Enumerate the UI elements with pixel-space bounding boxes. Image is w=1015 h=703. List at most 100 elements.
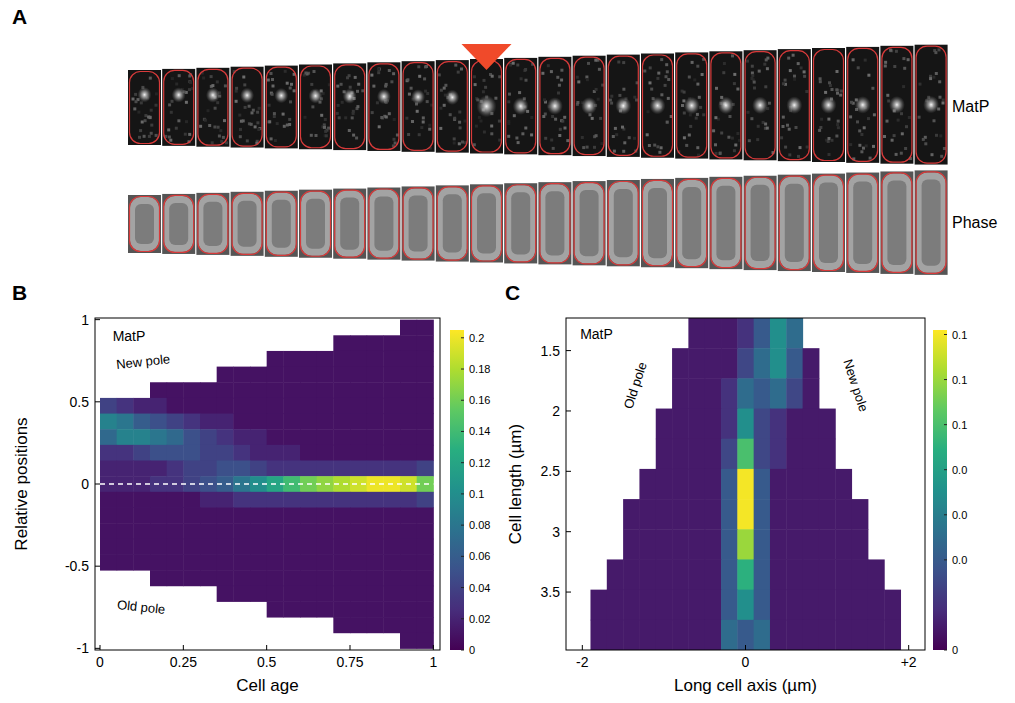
- heatmap-cell: [217, 398, 234, 414]
- noise-pixel: [702, 113, 705, 116]
- heatmap-cell: [133, 523, 150, 539]
- heatmap-cell: [300, 523, 317, 539]
- heatmap-cell: [721, 620, 738, 650]
- heatmap-cell: [250, 429, 267, 445]
- phase-frame: [538, 182, 571, 264]
- heatmap-cell: [688, 559, 705, 590]
- heatmap-cell: [770, 409, 787, 440]
- noise-pixel: [512, 62, 515, 65]
- heatmap-cell: [117, 429, 134, 445]
- colorbar-tick: [944, 650, 947, 651]
- noise-pixel: [188, 88, 191, 91]
- noise-pixel: [723, 62, 726, 65]
- heatmap-cell: [786, 499, 803, 530]
- heatmap-cell: [721, 439, 738, 470]
- noise-pixel: [648, 144, 651, 147]
- y-tick-label: -0.5: [65, 558, 89, 574]
- noise-pixel: [324, 118, 327, 121]
- heatmap-cell: [117, 492, 134, 508]
- noise-pixel: [850, 101, 853, 104]
- noise-pixel: [683, 91, 686, 94]
- cell-outline: [608, 182, 638, 265]
- noise-pixel: [222, 136, 225, 139]
- frame-background: [880, 171, 913, 273]
- colorbar-tick: [944, 424, 947, 425]
- noise-pixel: [897, 119, 900, 122]
- heatmap-cell: [705, 499, 722, 530]
- heatmap-cell: [267, 429, 284, 445]
- noise-pixel: [656, 77, 659, 80]
- cell-body: [677, 180, 706, 266]
- noise-pixel: [837, 126, 840, 129]
- heatmap-cell: [770, 559, 787, 590]
- matp-frame: [231, 67, 264, 148]
- noise-pixel: [239, 128, 242, 131]
- noise-pixel: [599, 117, 602, 120]
- heatmap-cell: [770, 318, 787, 349]
- noise-pixel: [420, 126, 423, 129]
- heatmap-cell: [656, 529, 673, 560]
- noise-pixel: [484, 86, 487, 89]
- heatmap-cell: [623, 499, 640, 530]
- noise-pixel: [824, 91, 827, 94]
- noise-pixel: [457, 71, 460, 74]
- noise-pixel: [188, 80, 191, 83]
- cell-outline: [266, 192, 296, 255]
- heatmap-cell: [133, 539, 150, 555]
- noise-pixel: [370, 74, 373, 77]
- noise-pixel: [175, 83, 178, 86]
- phase-frame: [709, 177, 742, 269]
- noise-pixel: [276, 122, 279, 125]
- heatmap-cell: [367, 554, 384, 570]
- heatmap-cell: [267, 461, 284, 477]
- cell-outline: [506, 185, 536, 262]
- noise-pixel: [155, 134, 158, 137]
- cell-outline: [779, 51, 809, 160]
- colorbar-tick-label: 0.0: [952, 509, 967, 521]
- frame-background: [915, 170, 948, 274]
- heatmap-cell: [217, 429, 234, 445]
- heatmap-cell: [721, 378, 738, 409]
- heatmap-cell: [417, 633, 434, 649]
- cell-outline: [437, 187, 467, 260]
- noise-pixel: [889, 49, 892, 52]
- noise-pixel: [274, 139, 277, 142]
- heatmap-cell: [417, 429, 434, 445]
- heatmap-cell: [367, 492, 384, 508]
- heatmap-cell: [100, 429, 117, 445]
- noise-pixel: [901, 132, 904, 135]
- colorbar-tick-label: 0: [952, 644, 958, 656]
- heatmap-cell: [852, 499, 869, 530]
- noise-pixel: [758, 70, 761, 73]
- heatmap-cell: [623, 620, 640, 650]
- noise-pixel: [731, 137, 734, 140]
- cell-outline: [369, 189, 399, 258]
- heatmap-cell: [400, 570, 417, 586]
- heatmap-cell: [852, 590, 869, 621]
- heatmap-cell: [835, 590, 852, 621]
- heatmap-cell: [217, 492, 234, 508]
- heatmap-cell: [786, 348, 803, 379]
- noise-pixel: [628, 136, 631, 139]
- heatmap-cell: [133, 461, 150, 477]
- noise-pixel: [860, 133, 863, 136]
- noise-pixel: [550, 139, 553, 142]
- heatmap-cell: [656, 590, 673, 621]
- cell-interior: [853, 182, 872, 264]
- noise-pixel: [204, 119, 207, 122]
- colorbar-tick: [944, 469, 947, 470]
- noise-pixel: [653, 144, 656, 147]
- heatmap-cell: [819, 620, 836, 650]
- heatmap-cell: [672, 620, 689, 650]
- colorbar-tick-label: 0.1: [952, 374, 967, 386]
- heatmap-cell: [250, 492, 267, 508]
- noise-pixel: [598, 68, 601, 71]
- noise-pixel: [256, 111, 259, 114]
- heatmap-cell: [803, 378, 820, 409]
- matp-frame: [470, 59, 503, 154]
- noise-pixel: [683, 112, 686, 115]
- noise-pixel: [530, 116, 533, 119]
- noise-pixel: [544, 137, 547, 140]
- noise-pixel: [418, 133, 421, 136]
- noise-pixel: [349, 86, 352, 89]
